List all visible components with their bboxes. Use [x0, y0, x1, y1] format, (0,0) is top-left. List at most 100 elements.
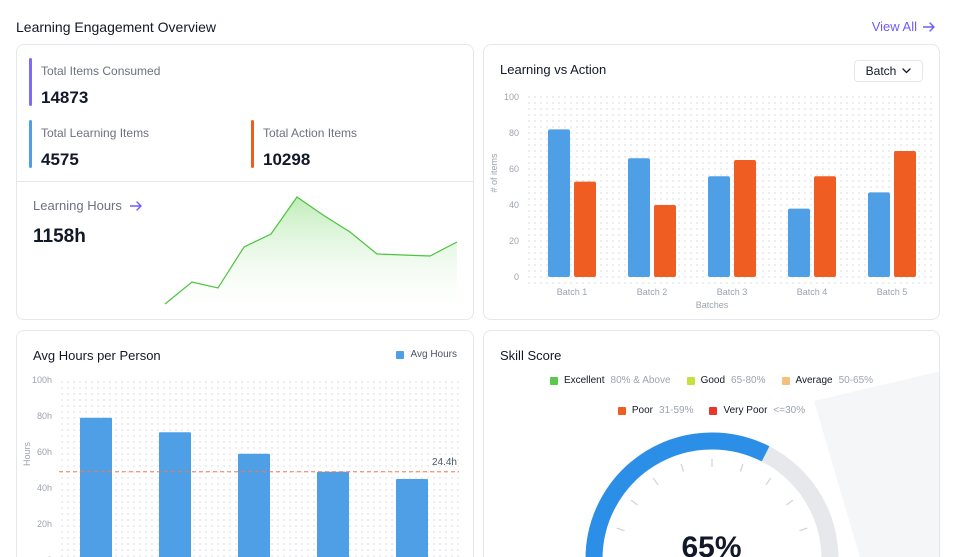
avg-hours-bar [238, 453, 270, 557]
y-tick-label: 40 [509, 200, 519, 210]
average-label: 24.4h [432, 457, 457, 468]
legend-swatch [617, 406, 626, 415]
consumed-value: 14873 [41, 88, 89, 107]
learning-hours-sparkline [164, 196, 458, 319]
legend-range: 50-65% [838, 375, 874, 386]
y-tick-label: 100 [504, 92, 519, 102]
skill-legend-item: Very Poor <=30% [709, 405, 805, 416]
legend-name: Average [795, 375, 833, 386]
gauge-tick [786, 499, 794, 506]
batch-select[interactable]: Batch [854, 60, 923, 82]
avg-hours-legend-label: Avg Hours [410, 349, 457, 360]
y-tick-label: 0 [514, 272, 519, 282]
view-all-link[interactable]: View All [872, 19, 936, 34]
skill-score-card: Skill Score Excellent 80% & Above Good 65-8… [483, 330, 940, 557]
chevron-down-icon [902, 68, 911, 74]
learning-hours-value: 1158h [33, 226, 86, 247]
legend-swatch [686, 376, 695, 385]
gauge-tick [799, 527, 808, 532]
y-axis-title: Hours [22, 442, 32, 467]
x-tick-label: Batch 4 [797, 287, 828, 297]
y-tick-label: 80 [509, 128, 519, 138]
x-tick-label: Batch 3 [717, 287, 748, 297]
totals-card: Total Items Consumed 14873 Total Learnin… [16, 44, 474, 320]
legend-range: 80% & Above [610, 375, 671, 386]
y-tick-label: 40h [37, 483, 52, 493]
divider [17, 181, 473, 182]
y-tick-label: 60h [37, 447, 52, 457]
legend-swatch [709, 406, 718, 415]
skill-legend-item: Good 65-80% [686, 375, 766, 386]
sparkline-line [164, 196, 458, 305]
y-tick-label: 0 [47, 555, 52, 557]
x-tick-label: Batch 5 [877, 287, 908, 297]
legend-name: Excellent [563, 375, 605, 386]
gauge-tick [739, 463, 744, 472]
arrow-right-icon [923, 21, 935, 32]
skill-score-title: Skill Score [500, 348, 562, 363]
action-bar [654, 205, 676, 277]
avg-hours-swatch [396, 350, 405, 359]
gauge-tick [680, 463, 685, 472]
learning-bar [548, 129, 570, 277]
skill-legend-row: Excellent 80% & Above Good 65-80% Average 50-… [484, 375, 939, 386]
action-bar [894, 151, 916, 277]
skill-score-value: 65% [681, 531, 742, 557]
skill-legend-item: Poor 31-59% [617, 405, 694, 416]
gauge-tick [765, 477, 772, 485]
y-tick-label: 100h [32, 375, 52, 385]
skill-legend-row: Poor 31-59% Very Poor <=30% [484, 405, 939, 416]
action-bar [251, 120, 254, 168]
learning-vs-action-title: Learning vs Action [500, 62, 607, 77]
sparkline-area [165, 197, 457, 319]
skill-gauge [585, 371, 939, 557]
learning-value: 4575 [41, 150, 79, 169]
gauge-tick [630, 499, 638, 506]
x-axis-title: Batches [696, 300, 729, 310]
avg-hours-bar [317, 471, 349, 557]
total-items-consumed: Total Items Consumed 14873 [29, 58, 160, 108]
gauge-tick [616, 527, 625, 532]
consumed-label: Total Items Consumed [41, 64, 161, 78]
skill-legend-item: Excellent 80% & Above [549, 375, 671, 386]
legend-swatch [549, 376, 558, 385]
legend-name: Good [700, 375, 726, 386]
skill-legend-item: Average 50-65% [781, 375, 874, 386]
y-tick-label: 20 [509, 236, 519, 246]
action-bar [734, 160, 756, 277]
gauge-progress [585, 432, 770, 557]
action-value: 10298 [263, 150, 311, 169]
legend-range: 31-59% [659, 405, 694, 416]
learning-vs-action-chart: # of items Batches 100 80 60 40 20 0 Batch 1 Ba… [489, 92, 916, 310]
avg-hours-bar [80, 417, 112, 557]
learning-label: Total Learning Items [41, 126, 150, 140]
action-bar [574, 181, 596, 277]
total-action-items: Total Action Items 10298 [251, 120, 357, 170]
learning-bar [29, 120, 32, 168]
avg-hours-bar [396, 479, 428, 557]
y-tick-label: 80h [37, 411, 52, 421]
total-learning-items: Total Learning Items 4575 [29, 120, 149, 170]
action-label: Total Action Items [263, 126, 358, 140]
learning-hours-link[interactable]: Learning Hours [33, 198, 143, 213]
gauge-backdrop [814, 371, 939, 557]
legend-name: Very Poor [723, 405, 768, 416]
avg-hours-chart: Hours 24.4h 100h 80h 60h 40h 20h 0 [22, 375, 459, 557]
learning-bar [628, 158, 650, 277]
action-bar [814, 176, 836, 277]
x-tick-label: Batch 1 [557, 287, 588, 297]
view-all-label: View All [871, 19, 917, 34]
gauge-tick [652, 477, 659, 485]
y-tick-label: 20h [37, 519, 52, 529]
batch-select-label: Batch [865, 64, 897, 78]
y-tick-label: 60 [509, 164, 519, 174]
learning-bar [708, 176, 730, 277]
avg-hours-legend: Avg Hours [396, 349, 457, 360]
legend-swatch [781, 376, 790, 385]
y-axis-title: # of items [489, 153, 499, 193]
arrow-right-icon [129, 200, 142, 211]
avg-hours-card: Avg Hours per Person Avg Hours Hours 24.… [16, 330, 474, 557]
legend-range: <=30% [773, 405, 806, 416]
learning-vs-action-card: Learning vs Action Batch # of items Batc… [483, 44, 940, 320]
legend-range: 65-80% [731, 375, 766, 386]
